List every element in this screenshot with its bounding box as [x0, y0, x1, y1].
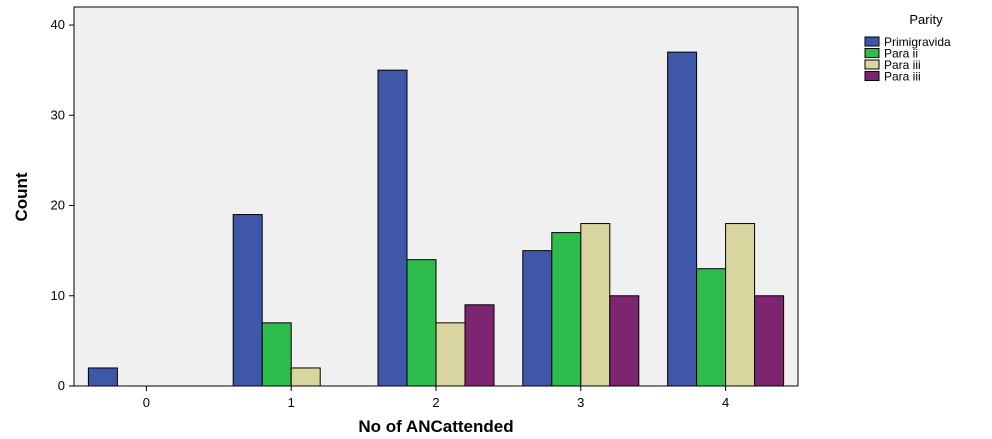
bar-2-series-1 — [377, 69, 408, 387]
bar-4-series-1 — [667, 51, 698, 387]
y-tick-label-20: 20 — [51, 198, 65, 213]
bar-4-series-4 — [754, 295, 785, 387]
bar-0-series-1 — [87, 367, 118, 387]
x-tick-label-0: 0 — [143, 395, 150, 410]
bar-1-series-3 — [290, 367, 321, 387]
y-axis-title: Count — [12, 172, 31, 221]
y-tick-label-0: 0 — [58, 378, 65, 393]
x-tick-label-3: 3 — [577, 395, 584, 410]
legend-swatch-2 — [864, 48, 880, 58]
bar-4-series-3 — [725, 223, 756, 387]
legend-label-4: Para iii — [884, 70, 921, 84]
bar-2-series-3 — [435, 322, 466, 387]
legend-label-3: Para iii — [884, 58, 921, 72]
bar-3-series-3 — [580, 223, 611, 387]
x-axis: 0 1 2 3 4 — [143, 386, 729, 410]
bar-2-series-2 — [406, 259, 437, 387]
bar-3-series-2 — [551, 232, 582, 387]
bar-3-series-4 — [609, 295, 640, 387]
x-axis-title: No of ANCattended — [358, 417, 513, 436]
x-tick-label-4: 4 — [722, 395, 729, 410]
x-tick-label-1: 1 — [288, 395, 295, 410]
bars-group — [87, 51, 785, 387]
legend-swatch-3 — [864, 59, 880, 70]
y-tick-label-40: 40 — [51, 17, 65, 32]
bar-3-series-1 — [522, 250, 553, 387]
legend-label-2: Para ii — [884, 47, 918, 61]
bar-2-series-4 — [464, 304, 495, 387]
legend-title: Parity — [909, 12, 943, 27]
y-tick-label-10: 10 — [51, 288, 65, 303]
legend-label-1: Primigravida — [884, 35, 951, 49]
bar-1-series-2 — [261, 322, 292, 387]
legend-swatch-1 — [864, 36, 880, 47]
y-axis: 0 10 20 30 40 — [51, 17, 74, 393]
legend-swatch-4 — [864, 71, 880, 81]
x-tick-label-2: 2 — [432, 395, 439, 410]
y-tick-label-30: 30 — [51, 107, 65, 122]
bar-1-series-1 — [232, 214, 263, 387]
bar-4-series-2 — [696, 268, 727, 387]
